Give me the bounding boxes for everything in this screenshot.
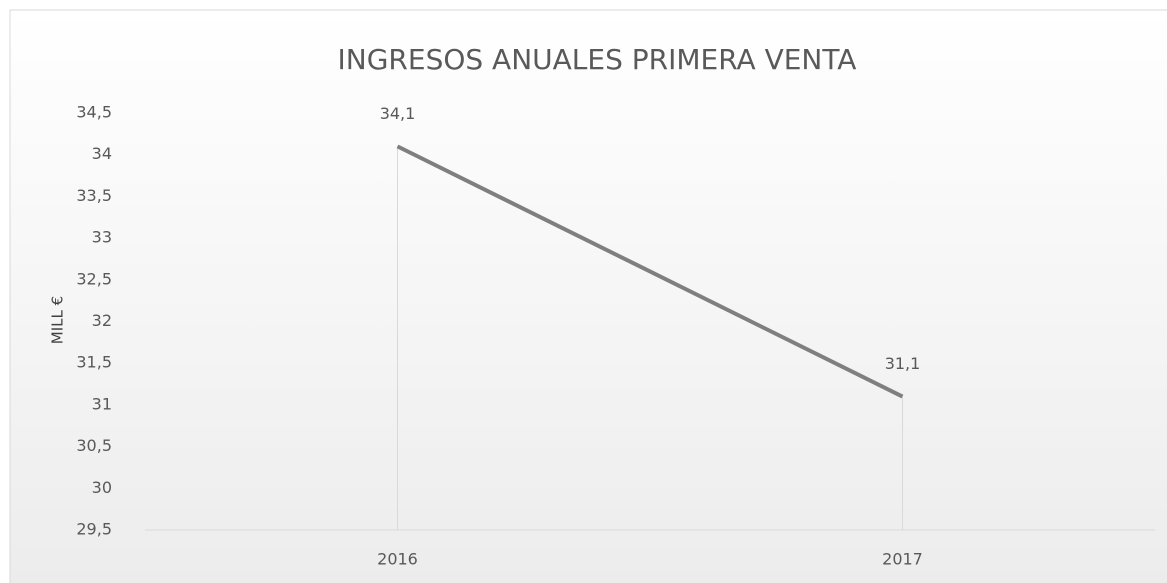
x-tick-label: 2017 xyxy=(882,550,923,569)
y-tick-label: 30 xyxy=(92,478,112,497)
y-tick-label: 30,5 xyxy=(76,436,112,455)
y-tick-label: 34,5 xyxy=(76,103,112,122)
x-tick-label: 2016 xyxy=(377,550,418,569)
y-tick-label: 31 xyxy=(92,394,112,413)
y-axis-label: MILL € xyxy=(49,296,67,344)
chart-title: INGRESOS ANUALES PRIMERA VENTA xyxy=(338,43,857,76)
y-tick-label: 32,5 xyxy=(76,269,112,288)
y-tick-label: 32 xyxy=(92,311,112,330)
y-tick-label: 29,5 xyxy=(76,520,112,539)
line-series xyxy=(396,144,904,399)
chart-background xyxy=(9,9,1167,583)
y-tick-label: 31,5 xyxy=(76,353,112,372)
y-tick-label: 34 xyxy=(92,144,112,163)
data-label: 34,1 xyxy=(380,104,416,123)
y-tick-label: 33 xyxy=(92,228,112,247)
y-tick-label: 33,5 xyxy=(76,186,112,205)
data-label: 31,1 xyxy=(885,354,921,373)
